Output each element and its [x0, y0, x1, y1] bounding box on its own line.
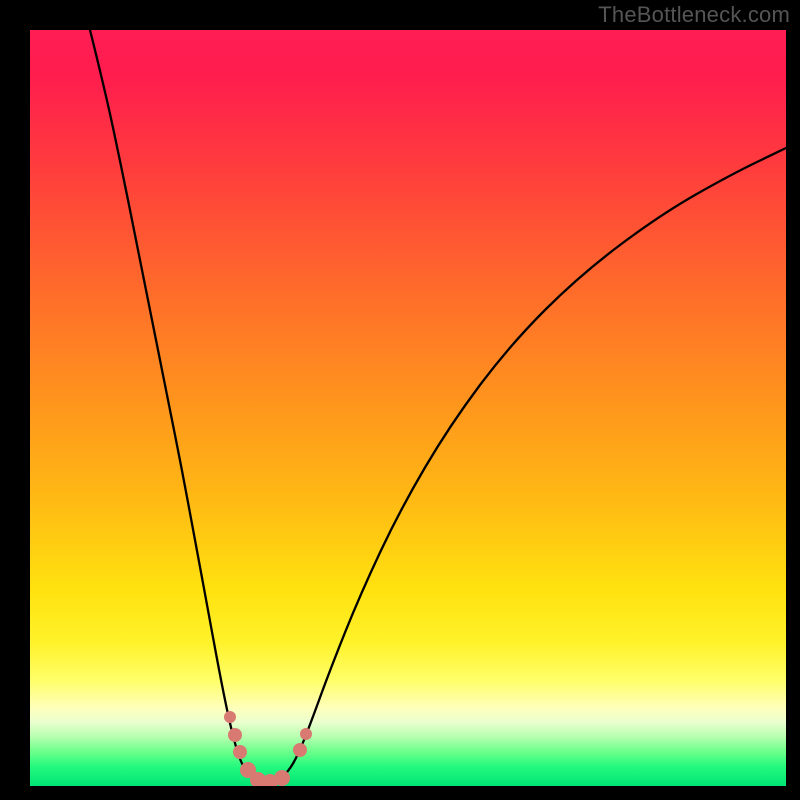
- data-dot: [233, 745, 247, 759]
- data-dot: [274, 770, 290, 786]
- border-right: [786, 0, 800, 800]
- border-bottom: [0, 786, 800, 800]
- chart-frame: TheBottleneck.com: [0, 0, 800, 800]
- plot-area: [30, 30, 786, 786]
- curve-path: [90, 30, 786, 782]
- border-left: [0, 0, 30, 800]
- data-dot: [224, 711, 236, 723]
- data-dot: [300, 728, 312, 740]
- watermark-text: TheBottleneck.com: [598, 2, 790, 28]
- data-dot: [228, 728, 242, 742]
- data-dot: [293, 743, 307, 757]
- bottleneck-curve: [30, 30, 786, 786]
